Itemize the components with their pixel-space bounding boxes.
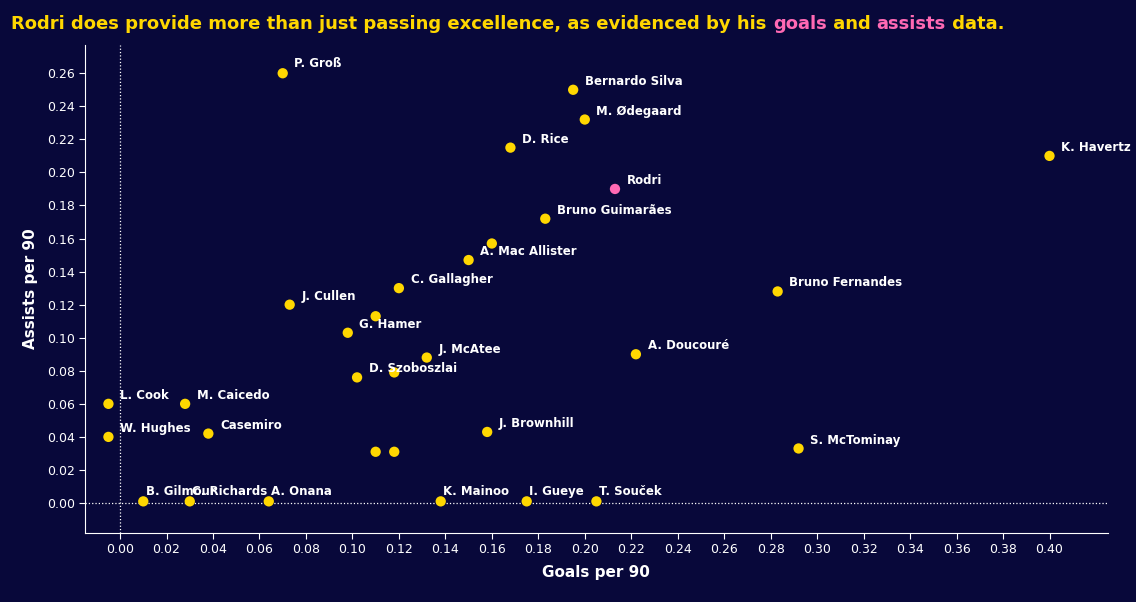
Text: M. Caicedo: M. Caicedo [197,389,269,402]
Point [367,311,385,321]
X-axis label: Goals per 90: Goals per 90 [543,565,650,580]
Text: and: and [827,15,877,33]
Y-axis label: Assists per 90: Assists per 90 [24,229,39,349]
Point [518,497,536,506]
Point [432,497,450,506]
Text: M. Ødegaard: M. Ødegaard [596,105,682,117]
Text: C. Gallagher: C. Gallagher [410,273,492,286]
Text: A. Mac Allister: A. Mac Allister [481,245,577,258]
Text: K. Havertz: K. Havertz [1061,141,1130,154]
Point [385,447,403,456]
Text: B. Gilmour: B. Gilmour [145,485,216,498]
Text: S. McTominay: S. McTominay [810,433,901,447]
Text: L. Cook: L. Cook [120,389,169,402]
Text: G. Hamer: G. Hamer [359,318,421,331]
Point [627,349,645,359]
Point [367,447,385,456]
Point [587,497,605,506]
Point [99,432,117,442]
Point [1041,151,1059,161]
Point [576,115,594,125]
Point [385,368,403,377]
Text: P. Groß: P. Groß [294,57,342,70]
Point [99,399,117,409]
Point [605,184,624,194]
Point [459,255,477,265]
Text: Rodri does provide more than just passing excellence, as evidenced by his: Rodri does provide more than just passin… [11,15,772,33]
Text: D. Rice: D. Rice [523,132,569,146]
Point [501,143,519,152]
Point [348,373,366,382]
Point [483,238,501,248]
Text: D. Szoboszlai: D. Szoboszlai [369,362,457,376]
Text: goals: goals [772,15,827,33]
Point [181,497,199,506]
Point [390,284,408,293]
Point [536,214,554,223]
Point [199,429,217,438]
Text: Bruno Guimarães: Bruno Guimarães [557,203,671,217]
Text: Rodri: Rodri [627,174,662,187]
Point [790,444,808,453]
Point [478,427,496,437]
Text: Casemiro: Casemiro [220,418,282,432]
Text: Bruno Fernandes: Bruno Fernandes [790,276,902,290]
Text: I. Gueye: I. Gueye [529,485,584,498]
Text: W. Hughes: W. Hughes [120,422,191,435]
Point [281,300,299,309]
Point [769,287,787,296]
Point [565,85,583,95]
Text: K. Mainoo: K. Mainoo [443,485,509,498]
Text: J. Cullen: J. Cullen [301,290,356,303]
Text: assists: assists [877,15,946,33]
Text: A. Onana: A. Onana [272,485,332,498]
Text: Bernardo Silva: Bernardo Silva [585,75,683,88]
Point [274,69,292,78]
Point [260,497,278,506]
Point [176,399,194,409]
Text: C. Richards: C. Richards [192,485,267,498]
Text: J. McAtee: J. McAtee [438,343,501,356]
Text: J. Brownhill: J. Brownhill [499,417,575,430]
Point [339,328,357,338]
Text: data.: data. [946,15,1004,33]
Text: A. Doucouré: A. Doucouré [648,340,729,352]
Text: T. Souček: T. Souček [599,485,661,498]
Point [418,353,436,362]
Point [134,497,152,506]
